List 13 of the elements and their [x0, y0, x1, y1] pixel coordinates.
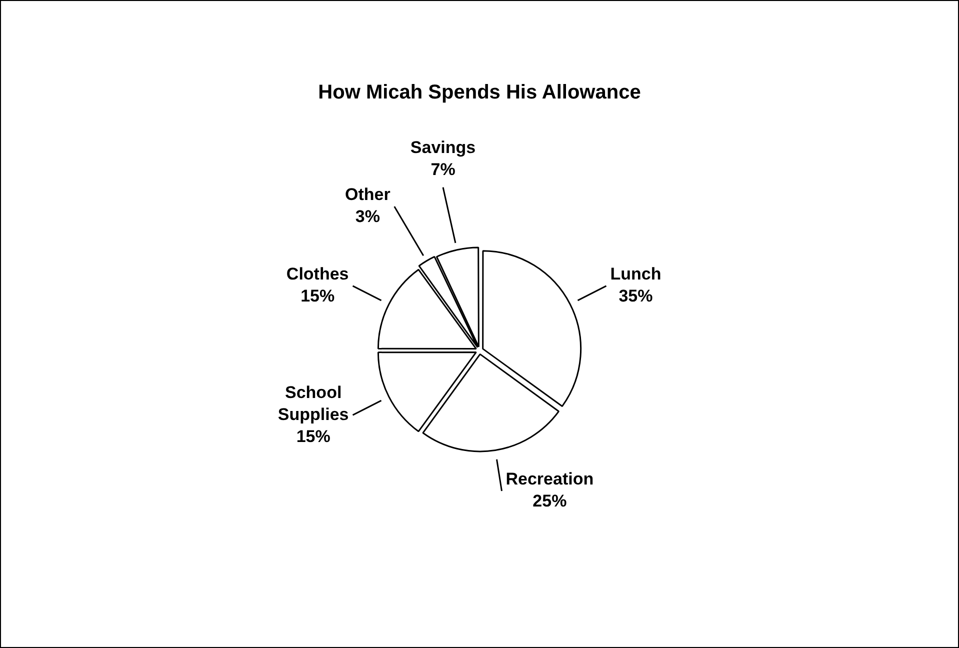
slice-label: Recreation	[506, 470, 594, 489]
data-label: 25%	[532, 492, 567, 511]
data-label: 35%	[618, 286, 653, 306]
slice-label: Clothes	[286, 264, 349, 284]
data-label: 3%	[355, 207, 380, 226]
legend-label: School Supplies	[278, 382, 349, 424]
data-label: 7%	[430, 160, 456, 179]
slice-label: Other	[345, 185, 391, 204]
slice-label: Savings	[410, 138, 476, 157]
data-label: 15%	[300, 286, 335, 306]
data-label: 15%	[296, 426, 330, 446]
slice-label: Lunch	[610, 264, 662, 284]
chart-title: How Micah Spends His Allowance	[318, 82, 641, 104]
